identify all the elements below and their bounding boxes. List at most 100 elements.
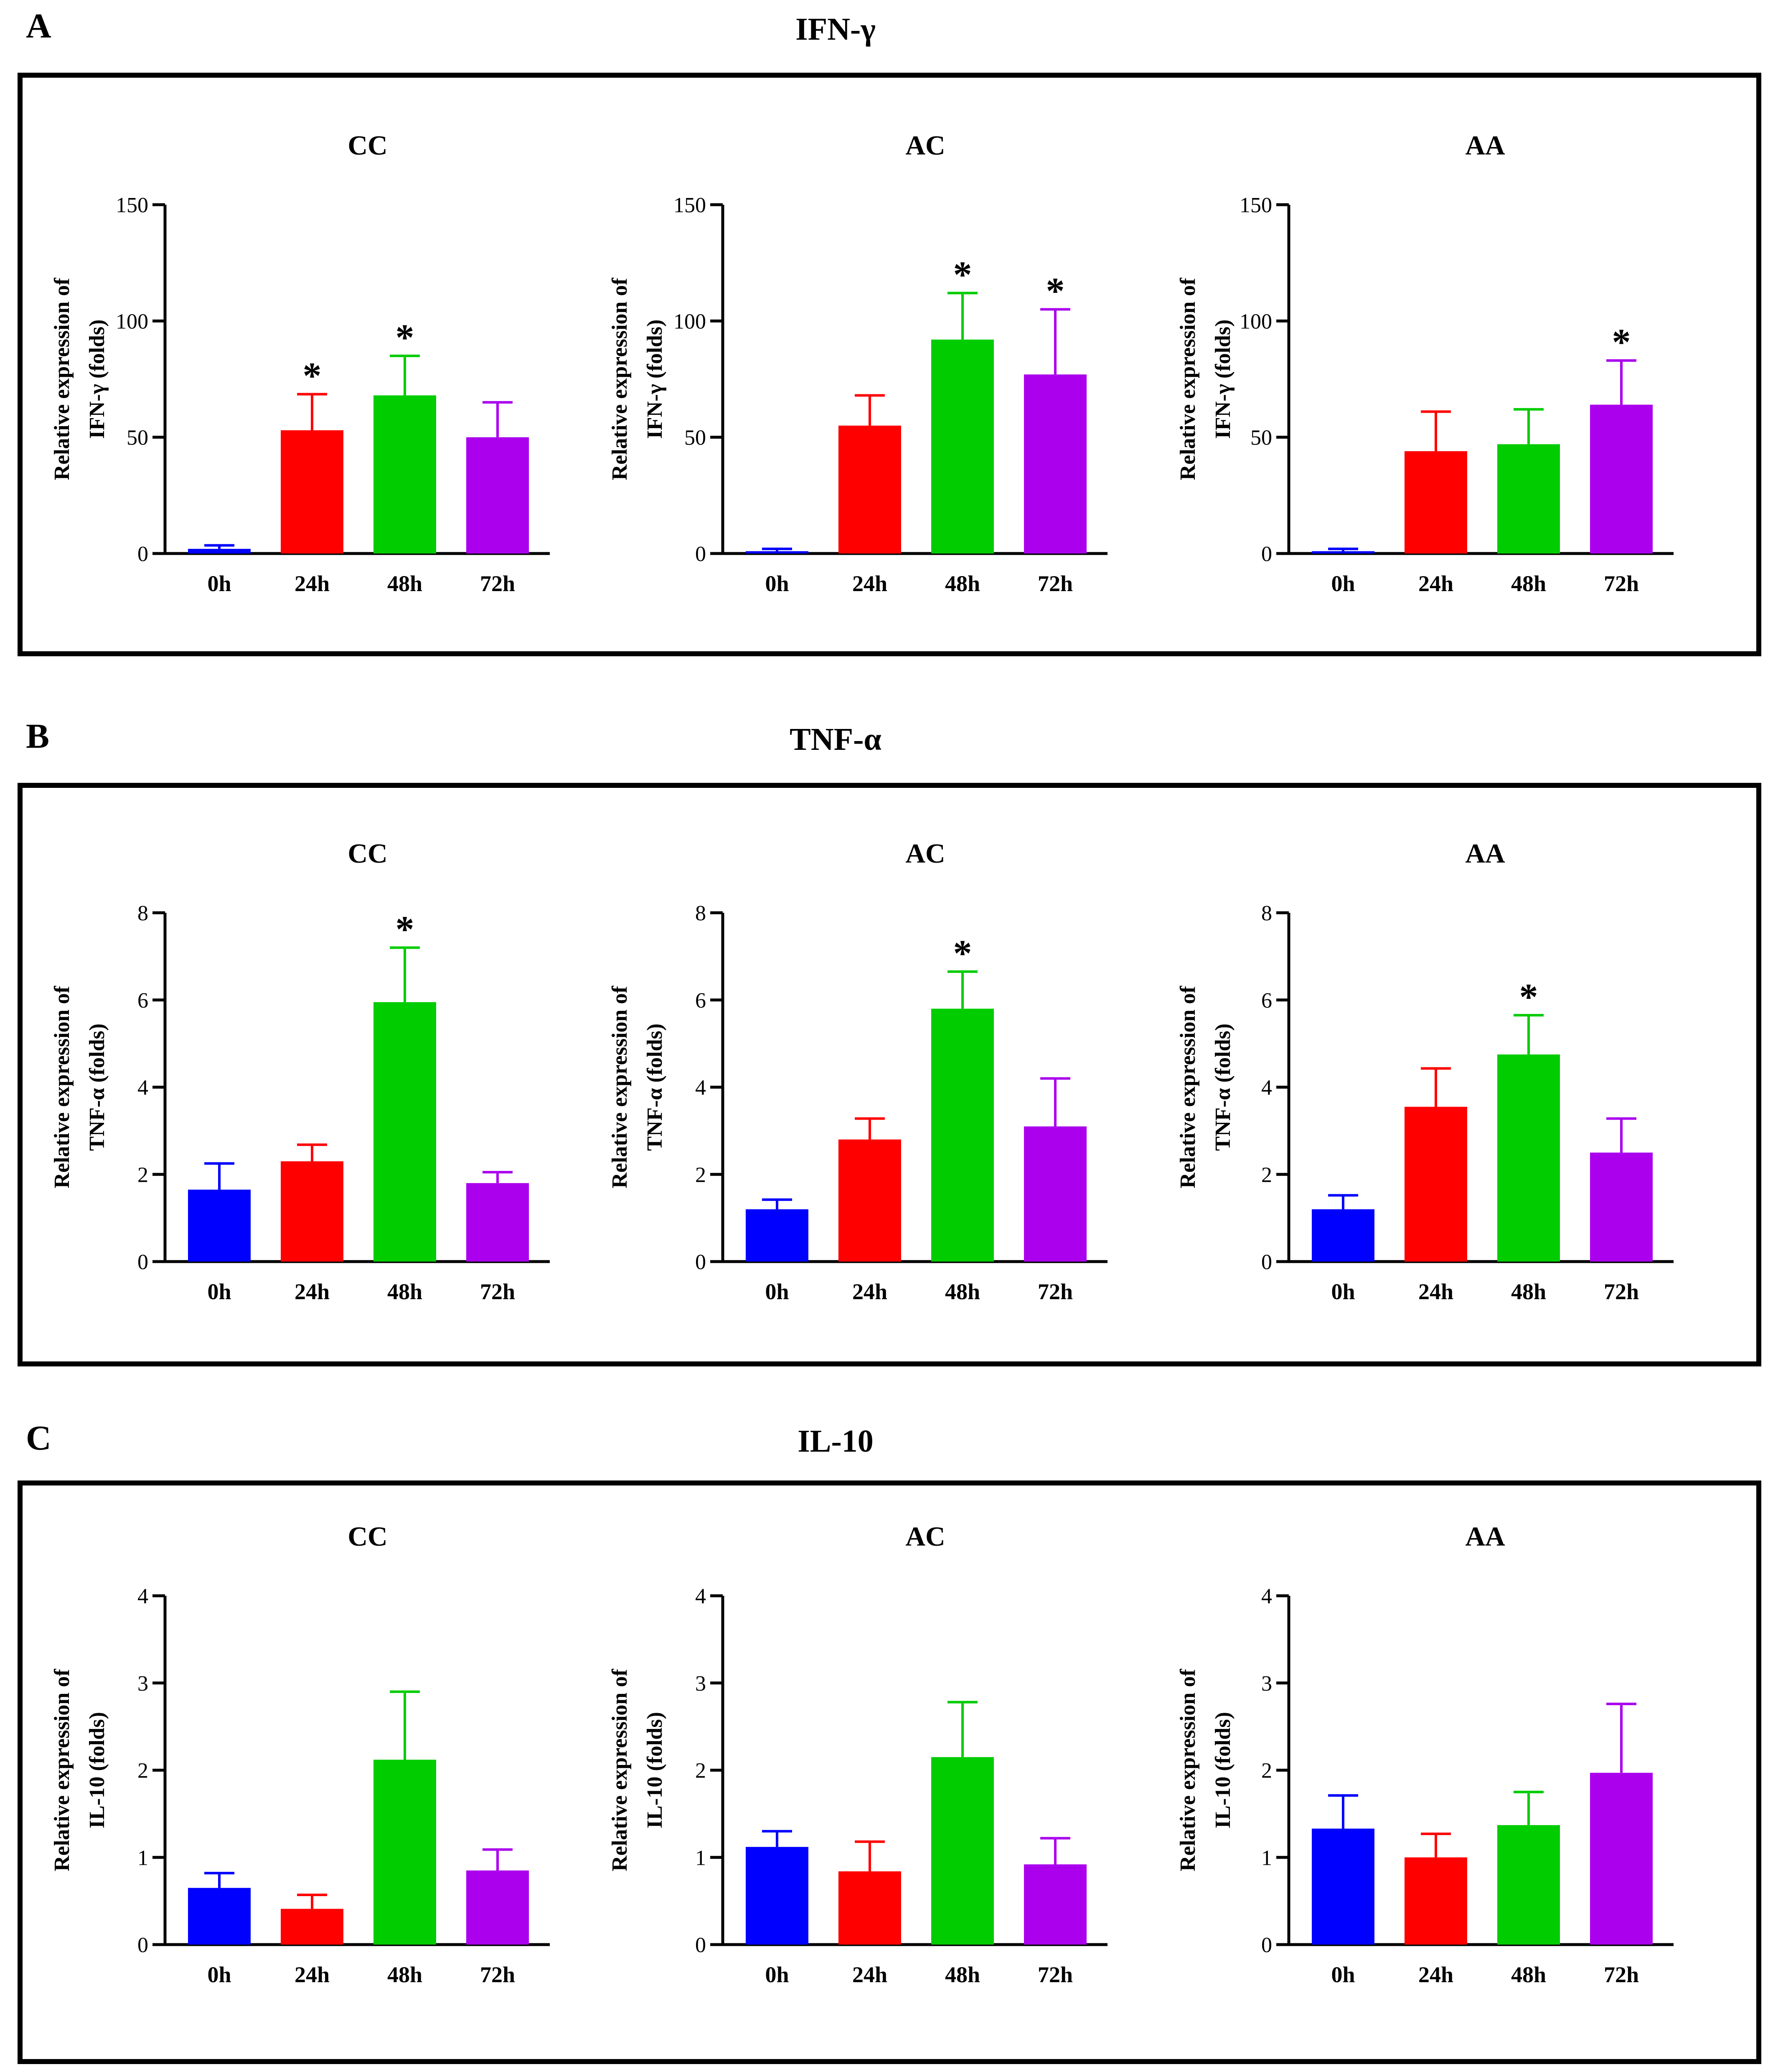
y-tick-label: 2 — [137, 1163, 148, 1187]
bar-24h — [1405, 451, 1467, 554]
y-axis-label-line2: IL-10 (folds) — [1211, 1712, 1235, 1828]
bar-0h — [1312, 1209, 1374, 1262]
y-tick-label: 1 — [695, 1846, 706, 1870]
y-tick-label: 50 — [684, 426, 706, 450]
significance-mark: * — [1612, 322, 1631, 363]
x-tick-label: 72h — [480, 571, 515, 596]
y-axis-label-line2: TNF-α (folds) — [643, 1023, 667, 1151]
x-tick-label: 0h — [765, 571, 789, 596]
bar-48h — [931, 1008, 994, 1262]
chart-cc: CC Relative expression of IFN-γ (folds) 0 50… — [50, 130, 550, 596]
x-tick-label: 0h — [765, 1279, 789, 1304]
x-tick-label: 0h — [207, 1279, 231, 1304]
bar-24h — [838, 1871, 901, 1945]
y-axis-label-line2: IL-10 (folds) — [643, 1712, 667, 1828]
bar-24h — [838, 425, 901, 554]
y-tick-label: 150 — [116, 193, 148, 217]
y-axis-label-line2: IL-10 (folds) — [85, 1712, 109, 1828]
y-axis-label: Relative expression of TNF-α (folds) — [608, 986, 667, 1188]
chart-title: AC — [905, 838, 945, 869]
chart-title: CC — [348, 1521, 387, 1552]
chart-title: CC — [348, 838, 387, 869]
x-tick-label: 72h — [1604, 1962, 1639, 1987]
bar-0h — [746, 551, 808, 554]
x-tick-label: 48h — [387, 1962, 422, 1987]
panel-a: A IFN-γ CC Relative expression of IFN-γ (fol… — [18, 7, 1761, 656]
significance-mark: * — [1046, 271, 1065, 312]
y-axis-label: Relative expression of TNF-α (folds) — [50, 986, 109, 1188]
y-tick-label: 0 — [137, 1250, 148, 1274]
y-tick-label: 6 — [1261, 989, 1272, 1013]
chart-title: AA — [1465, 1521, 1505, 1552]
y-tick-label: 1 — [1261, 1846, 1272, 1870]
y-axis-label-line2: IFN-γ (folds) — [643, 320, 667, 439]
y-tick-label: 0 — [695, 1933, 706, 1957]
bar-48h — [1497, 1825, 1560, 1945]
bar-72h — [1024, 1126, 1087, 1262]
x-tick-label: 0h — [1331, 571, 1355, 596]
panel-letter: A — [26, 7, 51, 46]
x-tick-label: 72h — [1038, 1962, 1073, 1987]
y-tick-label: 0 — [695, 1250, 706, 1274]
bar-0h — [188, 548, 251, 554]
y-axis-label-line1: Relative expression of — [1176, 278, 1200, 480]
x-tick-label: 72h — [1604, 1279, 1639, 1304]
x-tick-label: 48h — [387, 1279, 422, 1304]
y-tick-label: 0 — [695, 542, 706, 566]
x-tick-label: 48h — [945, 571, 980, 596]
y-tick-label: 50 — [1250, 426, 1272, 450]
y-tick-label: 2 — [1261, 1163, 1272, 1187]
bar-72h — [466, 437, 529, 554]
bar-48h — [1497, 444, 1560, 554]
significance-mark: * — [396, 317, 414, 358]
bar-72h — [1024, 1864, 1087, 1945]
chart-title: AC — [905, 130, 945, 161]
bar-24h — [281, 1909, 343, 1945]
chart-title: AA — [1465, 838, 1505, 869]
y-tick-label: 4 — [1261, 1076, 1272, 1100]
y-tick-label: 6 — [137, 989, 148, 1013]
y-tick-label: 100 — [1240, 310, 1272, 333]
y-axis-label-line2: IFN-γ (folds) — [85, 320, 109, 439]
chart-aa: AA Relative expression of IL-10 (folds) 0 1 2… — [1176, 1521, 1674, 1987]
y-tick-label: 4 — [695, 1584, 706, 1608]
x-tick-label: 0h — [765, 1962, 789, 1987]
y-tick-label: 150 — [673, 193, 706, 217]
x-tick-label: 48h — [1511, 571, 1546, 596]
panel-b: B TNF-α CC Relative expression of TNF-α (fol… — [18, 717, 1761, 1366]
y-axis-label-line2: IFN-γ (folds) — [1211, 320, 1235, 439]
x-tick-label: 72h — [1038, 571, 1073, 596]
y-tick-label: 1 — [137, 1846, 148, 1870]
bar-72h — [1590, 1153, 1653, 1262]
y-axis-label-line1: Relative expression of — [50, 986, 74, 1188]
y-axis-label-line1: Relative expression of — [608, 278, 632, 480]
x-tick-label: 24h — [852, 1962, 887, 1987]
y-tick-label: 50 — [127, 426, 148, 450]
x-tick-label: 0h — [207, 1962, 231, 1987]
panel-letter: B — [26, 717, 49, 756]
y-tick-label: 0 — [1261, 1933, 1272, 1957]
x-tick-label: 24h — [295, 571, 330, 596]
y-tick-label: 100 — [673, 310, 706, 333]
x-tick-label: 24h — [852, 1279, 887, 1304]
y-tick-label: 4 — [1261, 1584, 1272, 1608]
x-tick-label: 24h — [295, 1962, 330, 1987]
bar-0h — [746, 1209, 808, 1262]
bar-72h — [466, 1183, 529, 1262]
chart-title: CC — [348, 130, 387, 161]
x-tick-label: 72h — [1038, 1279, 1073, 1304]
y-tick-label: 4 — [137, 1076, 148, 1100]
x-tick-label: 72h — [480, 1279, 515, 1304]
x-tick-label: 0h — [207, 571, 231, 596]
bar-48h — [1497, 1054, 1560, 1262]
y-axis-label-line2: TNF-α (folds) — [1211, 1023, 1235, 1151]
x-tick-label: 48h — [945, 1962, 980, 1987]
chart-aa: AA Relative expression of IFN-γ (folds) 0 50… — [1176, 130, 1674, 596]
bar-24h — [1405, 1857, 1467, 1945]
x-tick-label: 0h — [1331, 1279, 1355, 1304]
x-tick-label: 72h — [480, 1962, 515, 1987]
x-tick-label: 24h — [1418, 1279, 1453, 1304]
significance-mark: * — [396, 909, 414, 950]
